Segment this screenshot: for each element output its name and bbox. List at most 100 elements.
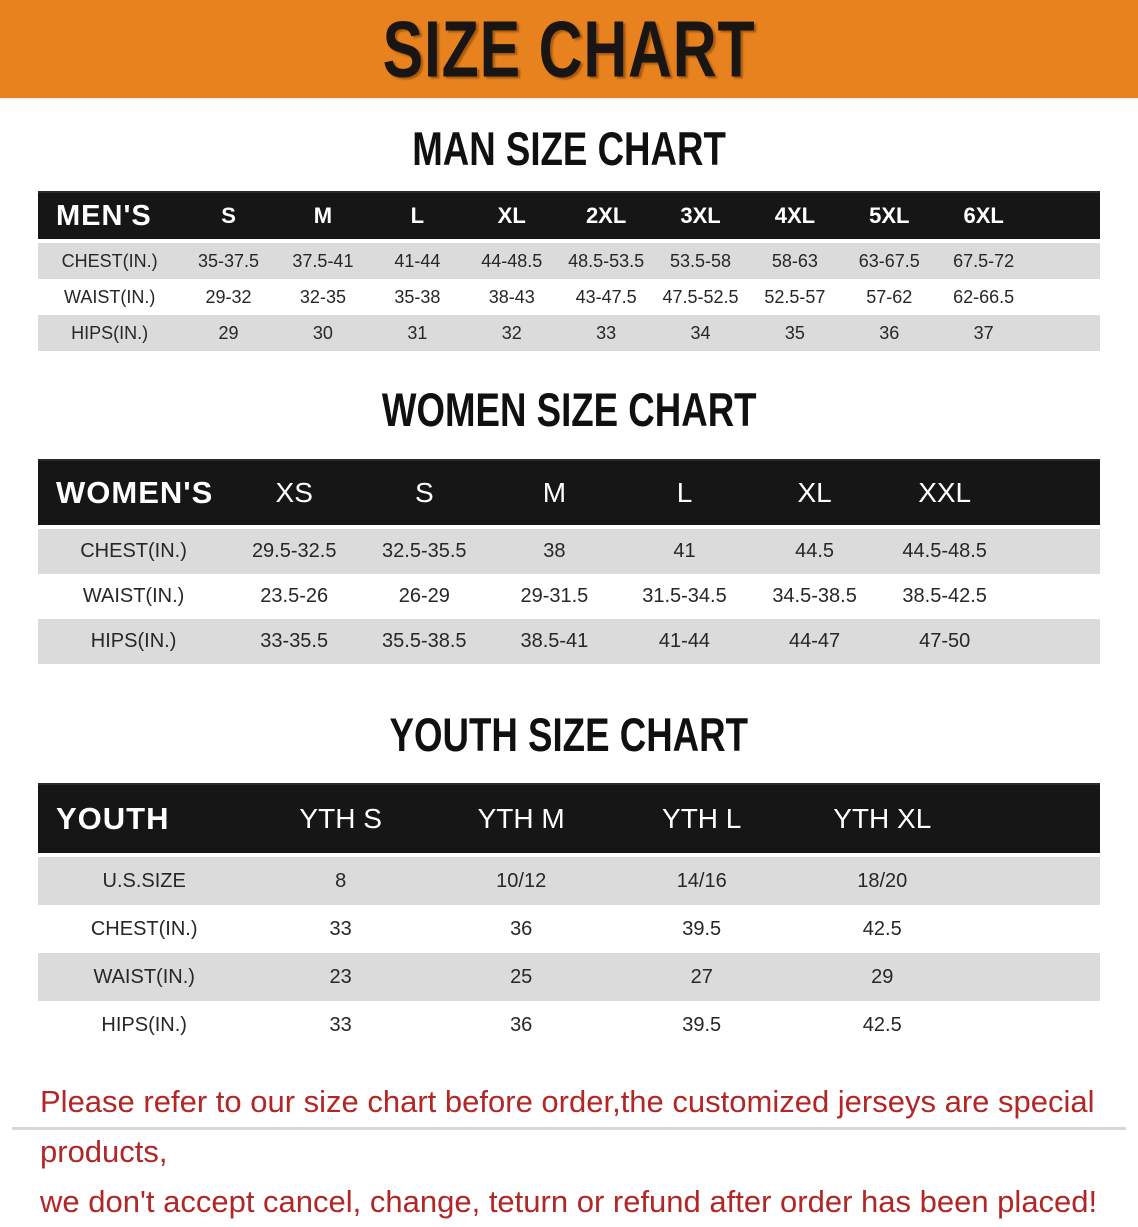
men-section-heading-text: MAN SIZE CHART	[412, 122, 726, 175]
table-header-row: WOMEN'S XS S M L XL XXL	[38, 458, 1100, 528]
value-cell: 43-47.5	[558, 279, 654, 316]
value-cell: 36	[842, 315, 937, 352]
spacer-cell	[972, 905, 1100, 954]
value-cell: 31	[370, 315, 465, 352]
column-header: YTH S	[250, 783, 431, 857]
value-cell: 32	[464, 315, 559, 352]
column-header: L	[370, 191, 465, 243]
value-cell: 8	[250, 853, 431, 906]
row-label: HIPS(IN.)	[38, 1001, 251, 1050]
size-table: WOMEN'S XS S M L XL XXL CHEST(IN.) 29.5-32.5 32.5…	[38, 458, 1100, 664]
disclaimer: Please refer to our size chart before or…	[40, 1077, 1138, 1227]
table-row: HIPS(IN.) 29 30 31 32 33 34 35 36 37	[38, 315, 1100, 352]
value-cell: 52.5-57	[747, 279, 843, 316]
value-cell: 14/16	[611, 853, 792, 906]
value-cell: 32.5-35.5	[359, 524, 490, 574]
value-cell: 37.5-41	[275, 239, 371, 280]
page-title: SIZE CHART	[382, 4, 756, 94]
value-cell: 41	[619, 524, 750, 574]
value-cell: 53.5-58	[653, 239, 748, 280]
value-cell: 33	[250, 905, 431, 954]
value-cell: 44-48.5	[464, 239, 559, 280]
value-cell: 25	[430, 953, 612, 1002]
value-cell: 33	[250, 1001, 431, 1050]
table-row: CHEST(IN.) 35-37.5 37.5-41 41-44 44-48.5 48.5…	[38, 239, 1100, 280]
spacer-cell	[1009, 573, 1100, 619]
table-row: HIPS(IN.) 33 36 39.5 42.5	[38, 1001, 1100, 1050]
value-cell: 33	[558, 315, 654, 352]
spacer-cell	[1030, 315, 1100, 352]
table-row: CHEST(IN.) 33 36 39.5 42.5	[38, 905, 1100, 954]
value-cell: 44-47	[749, 618, 880, 664]
value-cell: 29	[791, 953, 973, 1002]
value-cell: 58-63	[747, 239, 843, 280]
column-header: S	[181, 191, 276, 243]
value-cell: 37	[936, 315, 1031, 352]
column-header: XL	[464, 191, 559, 243]
value-cell: 44.5	[749, 524, 880, 574]
value-cell: 34	[653, 315, 748, 352]
youth-section-heading-text: YOUTH SIZE CHART	[389, 707, 749, 761]
value-cell: 27	[611, 953, 792, 1002]
value-cell: 36	[430, 905, 612, 954]
spacer-cell	[1009, 618, 1100, 664]
women-section-heading-text: WOMEN SIZE CHART	[381, 383, 757, 437]
value-cell: 29	[181, 315, 276, 352]
youth-section-heading: YOUTH SIZE CHART	[0, 707, 1138, 761]
value-cell: 23	[250, 953, 431, 1002]
table-title: YOUTH	[38, 783, 251, 857]
column-header: YTH XL	[791, 783, 973, 857]
table-header-row: YOUTH YTH S YTH M YTH L YTH XL	[38, 783, 1100, 857]
value-cell: 32-35	[275, 279, 371, 316]
row-label: CHEST(IN.)	[38, 239, 182, 280]
column-header: 2XL	[558, 191, 654, 243]
size-table: YOUTH YTH S YTH M YTH L YTH XL U.S.SIZE 8 10/12…	[38, 783, 1100, 1050]
value-cell: 26-29	[359, 573, 490, 619]
youth-size-table: YOUTH YTH S YTH M YTH L YTH XL U.S.SIZE 8 10/12…	[0, 783, 1138, 1050]
value-cell: 35	[747, 315, 843, 352]
spacer-cell	[1009, 524, 1100, 574]
value-cell: 36	[430, 1001, 612, 1050]
value-cell: 38.5-41	[489, 618, 620, 664]
value-cell: 38.5-42.5	[879, 573, 1010, 619]
table-row: HIPS(IN.) 33-35.5 35.5-38.5 38.5-41 41-44 44-…	[38, 618, 1100, 664]
column-header: L	[619, 458, 750, 528]
spacer-cell	[972, 953, 1100, 1002]
spacer-cell	[972, 1001, 1100, 1050]
value-cell: 38-43	[464, 279, 559, 316]
value-cell: 10/12	[430, 853, 612, 906]
column-header: M	[275, 191, 371, 243]
value-cell: 41-44	[619, 618, 750, 664]
value-cell: 62-66.5	[936, 279, 1031, 316]
women-size-table: WOMEN'S XS S M L XL XXL CHEST(IN.) 29.5-32.5 32.5…	[0, 458, 1138, 664]
row-label: HIPS(IN.)	[38, 315, 182, 352]
table-header-row: MEN'S S M L XL 2XL 3XL 4XL 5XL 6XL	[38, 191, 1100, 243]
title-banner: SIZE CHART	[0, 0, 1138, 100]
column-header: XS	[229, 458, 360, 528]
disclaimer-line-2: we don't accept cancel, change, teturn o…	[40, 1184, 1098, 1220]
value-cell: 42.5	[791, 1001, 973, 1050]
value-cell: 34.5-38.5	[749, 573, 880, 619]
table-row: WAIST(IN.) 23 25 27 29	[38, 953, 1100, 1002]
value-cell: 35.5-38.5	[359, 618, 490, 664]
value-cell: 47-50	[879, 618, 1010, 664]
value-cell: 42.5	[791, 905, 973, 954]
value-cell: 44.5-48.5	[879, 524, 1010, 574]
value-cell: 31.5-34.5	[619, 573, 750, 619]
table-row: WAIST(IN.) 29-32 32-35 35-38 38-43 43-47.5 47.…	[38, 279, 1100, 316]
column-header: YTH M	[430, 783, 612, 857]
column-header: M	[489, 458, 620, 528]
spacer-cell	[1030, 239, 1100, 280]
spacer-cell	[972, 853, 1100, 906]
value-cell: 33-35.5	[229, 618, 360, 664]
value-cell: 30	[275, 315, 371, 352]
spacer-cell	[1030, 191, 1100, 243]
value-cell: 35-37.5	[181, 239, 276, 280]
size-table: MEN'S S M L XL 2XL 3XL 4XL 5XL 6XL CHEST(IN.) 35-37…	[38, 191, 1100, 352]
column-header: 4XL	[747, 191, 843, 243]
value-cell: 39.5	[611, 1001, 792, 1050]
column-header: XXL	[879, 458, 1010, 528]
row-label: CHEST(IN.)	[38, 524, 230, 574]
row-label: CHEST(IN.)	[38, 905, 251, 954]
row-label: WAIST(IN.)	[38, 573, 230, 619]
